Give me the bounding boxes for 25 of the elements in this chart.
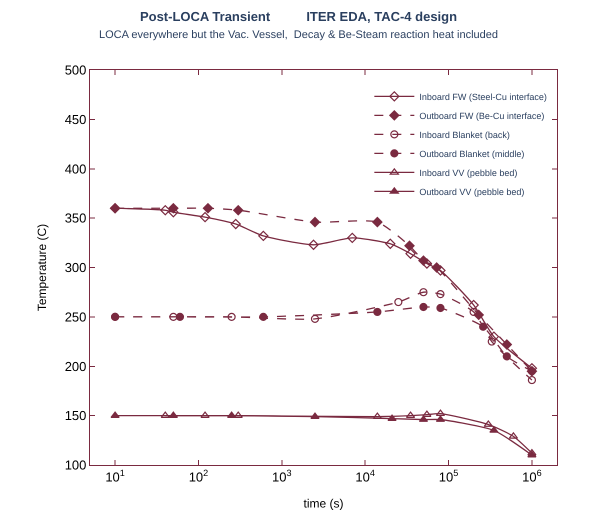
y-tick-label: 450 [64, 112, 86, 127]
y-tick-label: 350 [64, 210, 86, 226]
x-tick-label: 10$^{3}$ [272, 468, 292, 485]
x-tick-label: 10$^{1}$ [105, 468, 125, 485]
legend-label: Outboard Blanket (middle) [419, 148, 524, 159]
y-tick-label: 300 [64, 260, 86, 276]
y-tick-label: 250 [64, 309, 86, 324]
chart-title: Post-LOCA Transient ITER EDA, TAC-4 design [140, 9, 458, 24]
x-tick-label: 10$^{4}$ [355, 468, 375, 485]
legend-label: Inboard Blanket (back) [419, 130, 510, 140]
y-tick-label: 500 [64, 62, 86, 78]
x-tick-label: 10$^{6}$ [522, 468, 542, 485]
x-tick-label: 10$^{2}$ [188, 468, 208, 485]
legend-label: Inboard FW (Steel-Cu interface) [419, 92, 547, 102]
x-axis-title: time (s) [304, 496, 344, 510]
y-tick-label: 200 [64, 358, 86, 374]
legend-label: Outboard VV (pebble bed) [419, 186, 524, 197]
legend-label: Outboard FW (Be-Cu interface) [419, 110, 544, 121]
x-tick-label: 10$^{5}$ [438, 468, 458, 485]
chart-subtitle: LOCA everywhere but the Vac. Vessel, Decay & Be-Steam reaction heat included [98, 28, 498, 41]
legend-label: Inboard VV (pebble bed) [419, 168, 518, 178]
y-axis-title: Temperature (C) [34, 224, 49, 312]
y-tick-label: 150 [64, 408, 86, 424]
y-tick-label: 400 [64, 161, 86, 176]
y-tick-label: 100 [64, 458, 86, 473]
